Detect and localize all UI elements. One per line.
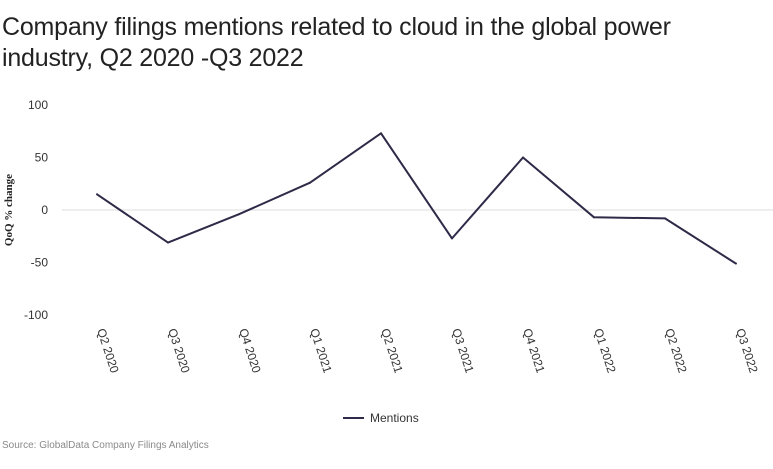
x-tick-label: Q3 2020 <box>165 327 193 375</box>
legend: Mentions <box>343 411 419 425</box>
series-line-mentions <box>96 132 737 265</box>
y-tick-label: -50 <box>31 256 49 270</box>
data-point <box>96 193 98 196</box>
data-point <box>593 216 595 219</box>
y-tick-label: 100 <box>28 98 48 112</box>
legend-label-mentions: Mentions <box>370 411 419 425</box>
x-tick-label: Q2 2022 <box>662 327 690 375</box>
data-point <box>664 217 666 220</box>
y-axis: 100 50 0 -50 -100 <box>24 98 48 322</box>
y-axis-title: QoQ % change <box>3 174 15 246</box>
data-point <box>451 237 453 240</box>
data-point <box>735 262 737 265</box>
line-chart: 100 50 0 -50 -100 Q2 2020 Q3 2020 Q4 2020 Q1 20… <box>3 98 773 425</box>
x-tick-label: Q4 2020 <box>236 327 264 375</box>
data-point <box>309 181 311 184</box>
x-tick-label: Q3 2022 <box>733 327 761 375</box>
x-tick-label: Q3 2021 <box>449 327 477 375</box>
x-tick-label: Q4 2021 <box>520 327 548 375</box>
x-tick-label: Q2 2020 <box>94 327 122 375</box>
data-point <box>167 241 169 244</box>
y-tick-label: -100 <box>24 308 48 322</box>
series-group <box>96 132 737 265</box>
y-tick-label: 50 <box>35 151 49 165</box>
x-tick-label: Q1 2022 <box>591 327 619 375</box>
chart-title: Company filings mentions related to clou… <box>2 13 671 72</box>
data-point <box>522 156 524 159</box>
x-tick-label: Q2 2021 <box>378 327 406 375</box>
x-axis: Q2 2020 Q3 2020 Q4 2020 Q1 2021 Q2 2021 Q3 20… <box>94 327 761 375</box>
x-tick-label: Q1 2021 <box>307 327 335 375</box>
y-tick-label: 0 <box>41 203 48 217</box>
source-note: Source: GlobalData Company Filings Analy… <box>2 440 209 451</box>
data-point <box>380 132 382 135</box>
data-point <box>238 213 240 216</box>
